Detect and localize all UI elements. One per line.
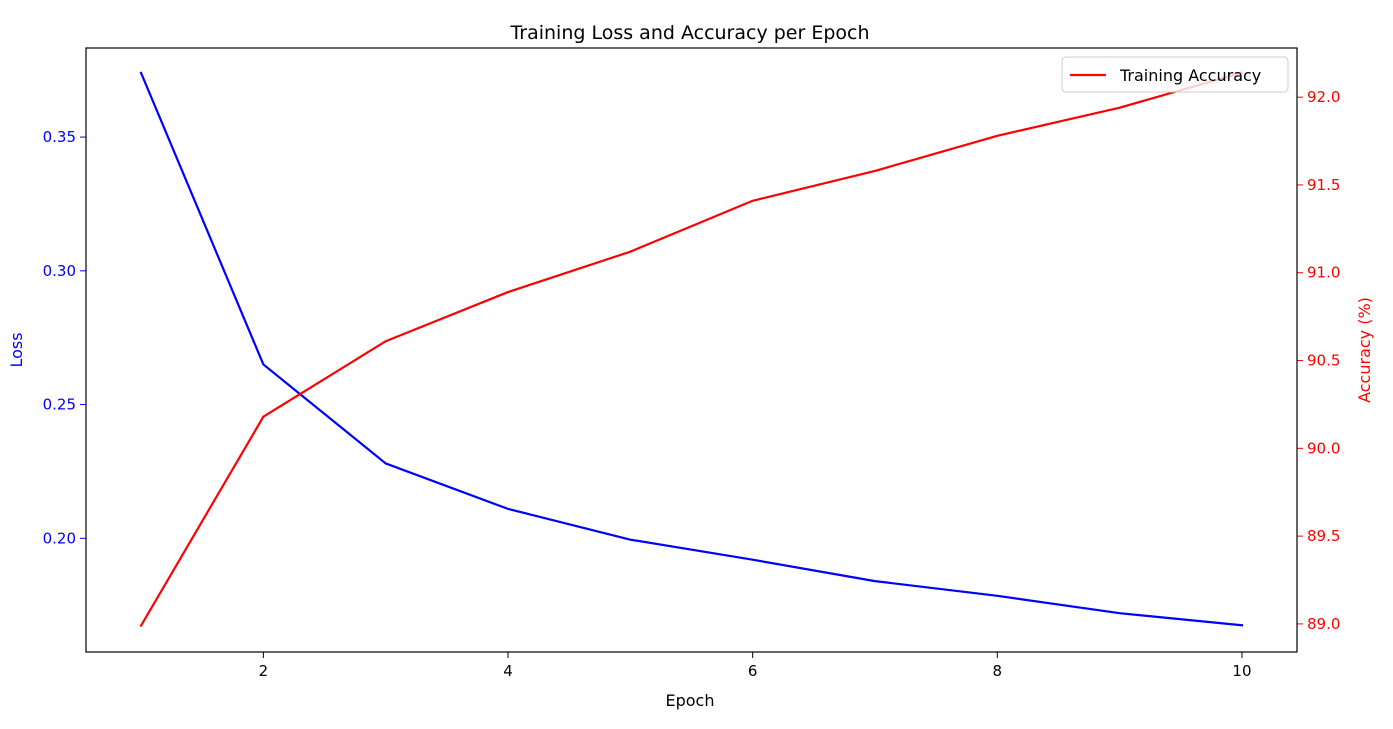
x-tick-label-6: 6 — [748, 662, 758, 680]
plot-frame — [86, 48, 1297, 652]
series-line-loss — [141, 73, 1242, 625]
x-tick-label-10: 10 — [1232, 662, 1251, 680]
y-axis-label-right: Accuracy (%) — [1355, 297, 1374, 403]
legend: Training Accuracy — [1062, 57, 1288, 92]
x-tick-label-8: 8 — [993, 662, 1003, 680]
y-right-tick-label-3: 90.5 — [1307, 352, 1340, 370]
y-left-tick-label-0: 0.20 — [43, 529, 76, 547]
y-left-tick-label-2: 0.30 — [43, 262, 76, 280]
chart-title: Training Loss and Accuracy per Epoch — [509, 22, 869, 44]
y-axis-label-left: Loss — [7, 332, 26, 367]
y-right-tick-label-6: 92.0 — [1307, 88, 1340, 106]
x-axis-label: Epoch — [666, 691, 715, 710]
series-layer — [141, 73, 1242, 626]
y-right-tick-label-0: 89.0 — [1307, 615, 1340, 633]
y-left-tick-label-3: 0.35 — [43, 128, 76, 146]
y-right-tick-label-4: 91.0 — [1307, 264, 1340, 282]
ticks-layer: 2 4 6 8 10 0.20 0.25 0.30 0.35 89.0 89.5 90.0 90.5 91… — [43, 88, 1341, 680]
x-tick-label-2: 2 — [259, 662, 269, 680]
y-right-tick-label-1: 89.5 — [1307, 527, 1340, 545]
legend-label-accuracy: Training Accuracy — [1119, 66, 1261, 85]
series-line-accuracy — [141, 73, 1242, 626]
y-right-tick-label-5: 91.5 — [1307, 176, 1340, 194]
y-right-tick-label-2: 90.0 — [1307, 439, 1340, 457]
x-tick-label-4: 4 — [503, 662, 513, 680]
y-left-tick-label-1: 0.25 — [43, 396, 76, 414]
